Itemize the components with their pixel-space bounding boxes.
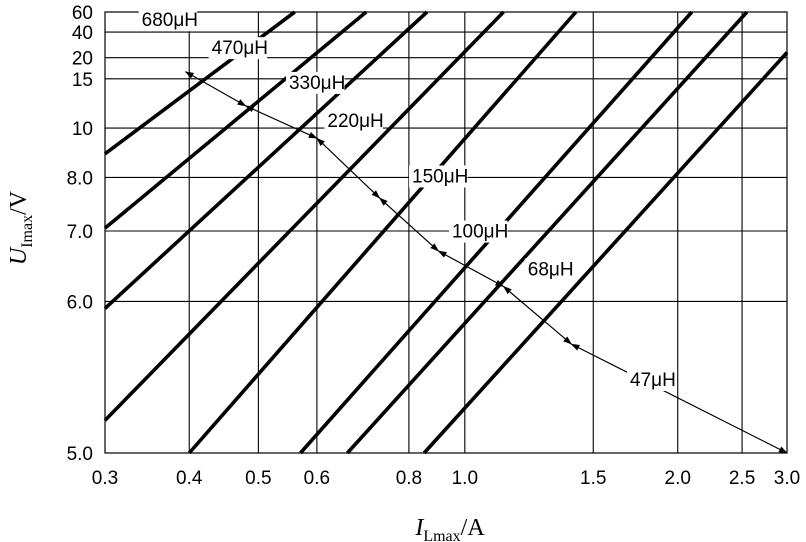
series-label-bg	[409, 165, 468, 188]
y-tick-label: 8.0	[67, 168, 93, 189]
x-tick-label: 0.6	[304, 468, 330, 489]
x-tick-label: 0.3	[92, 468, 118, 489]
y-tick-label: 15	[72, 70, 93, 91]
x-tick-label: 0.4	[176, 468, 203, 489]
y-axis-title: UImax/V	[6, 190, 36, 265]
series-label-bg	[285, 71, 345, 94]
boundary-arrow	[437, 250, 505, 288]
series-label-bg	[324, 109, 383, 132]
y-tick-label: 5.0	[67, 444, 93, 465]
series-label-bg	[138, 9, 198, 32]
series-label: 330μH	[289, 73, 345, 94]
y-tick-label: 40	[72, 23, 93, 44]
series-label-bg	[524, 258, 573, 281]
series-line	[103, 10, 368, 230]
y-tick-label: 6.0	[67, 292, 93, 313]
x-tick-label: 2.5	[729, 468, 755, 489]
y-tick-label: 7.0	[67, 222, 93, 243]
x-tick-label: 0.5	[245, 468, 271, 489]
x-tick-labels: 0.3 0.4 0.5 0.6 0.8 1.0 1.5 2.0 2.5 3.0	[92, 468, 800, 489]
series-label: 150μH	[412, 167, 468, 188]
boundary-arrow	[502, 285, 573, 345]
series-label: 220μH	[327, 111, 383, 132]
boundary-arrows	[184, 71, 788, 454]
series-label-bg	[448, 220, 508, 243]
boundary-arrow	[184, 71, 247, 107]
series-line	[346, 10, 749, 455]
x-tick-label: 1.5	[580, 468, 606, 489]
x-tick-label: 0.8	[396, 468, 422, 489]
boundary-arrow	[570, 343, 788, 454]
y-tick-label: 20	[72, 49, 93, 70]
boundary-arrow	[244, 105, 318, 139]
x-tick-label: 1.0	[452, 468, 478, 489]
series-label-bg	[208, 37, 268, 60]
series-label: 470μH	[212, 38, 268, 59]
series-label: 680μH	[142, 10, 198, 31]
x-tick-label: 3.0	[774, 468, 800, 489]
series-label: 47μH	[630, 370, 676, 391]
y-tick-label: 10	[72, 119, 93, 140]
series-label: 100μH	[452, 222, 508, 243]
series-line	[422, 51, 789, 455]
y-tick-label: 60	[72, 3, 93, 24]
series-line	[103, 10, 505, 422]
x-axis-title: ILmax/A	[414, 515, 485, 542]
series-line	[187, 10, 578, 455]
plot-frame	[104, 11, 788, 454]
series-lines	[103, 10, 789, 455]
series-line	[103, 10, 429, 310]
boundary-arrow	[316, 137, 381, 199]
x-tick-label: 2.0	[665, 468, 691, 489]
series-labels: 680μH 470μH 330μH 220μH 150μH 100μH 68μH 47μH	[138, 9, 676, 391]
series-label: 68μH	[528, 260, 574, 281]
boundary-arrow	[378, 197, 440, 252]
series-label-bg	[627, 368, 676, 391]
series-line	[103, 10, 296, 156]
